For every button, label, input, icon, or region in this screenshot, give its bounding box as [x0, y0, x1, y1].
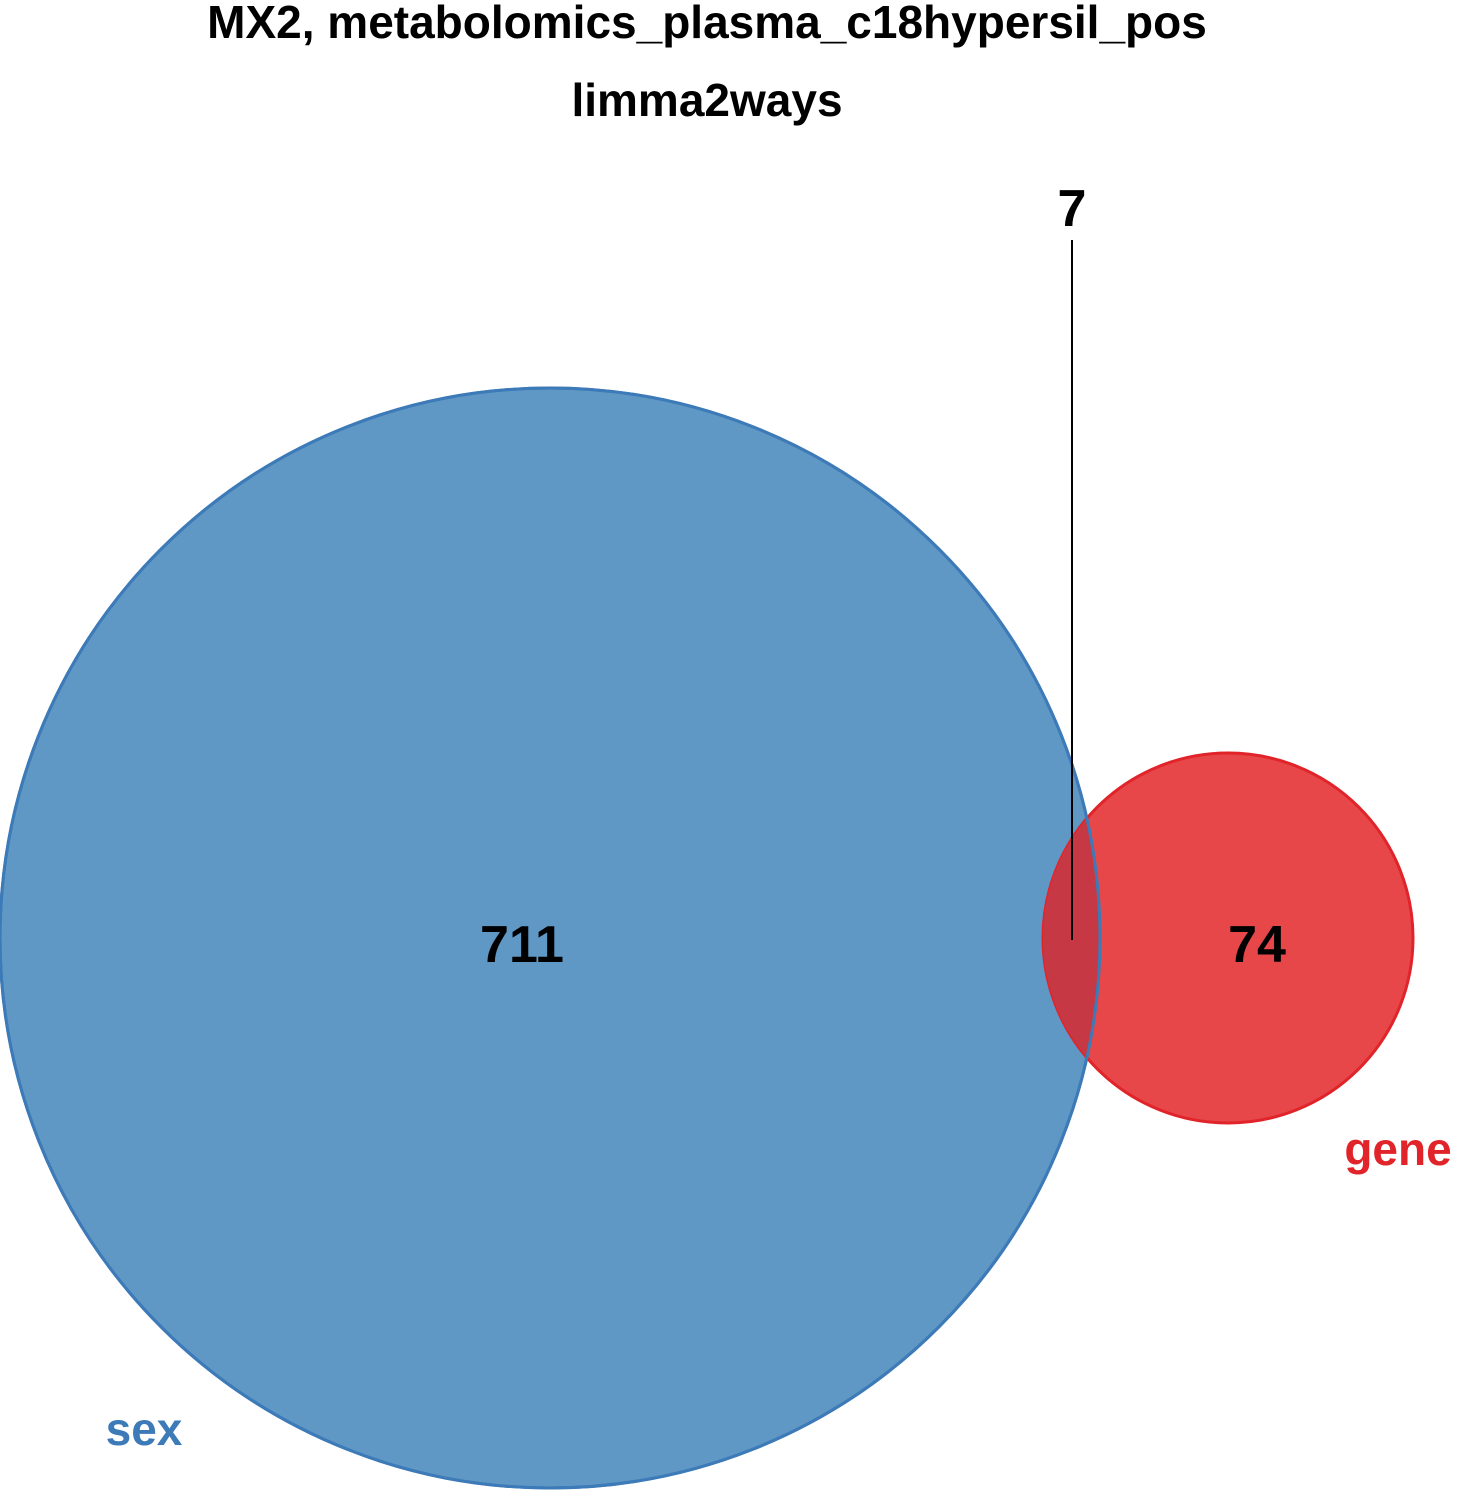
set-label-gene: gene [1344, 1123, 1451, 1175]
set-outline-sex [0, 386, 1102, 1490]
intersection-count: 7 [1058, 180, 1087, 238]
count-gene-only: 74 [1228, 916, 1286, 974]
title-line-1: MX2, metabolomics_plasma_c18hypersil_pos [207, 0, 1207, 48]
set-label-sex: sex [106, 1403, 183, 1455]
count-sex-only: 711 [480, 916, 564, 974]
title-line-2: limma2ways [571, 74, 842, 126]
